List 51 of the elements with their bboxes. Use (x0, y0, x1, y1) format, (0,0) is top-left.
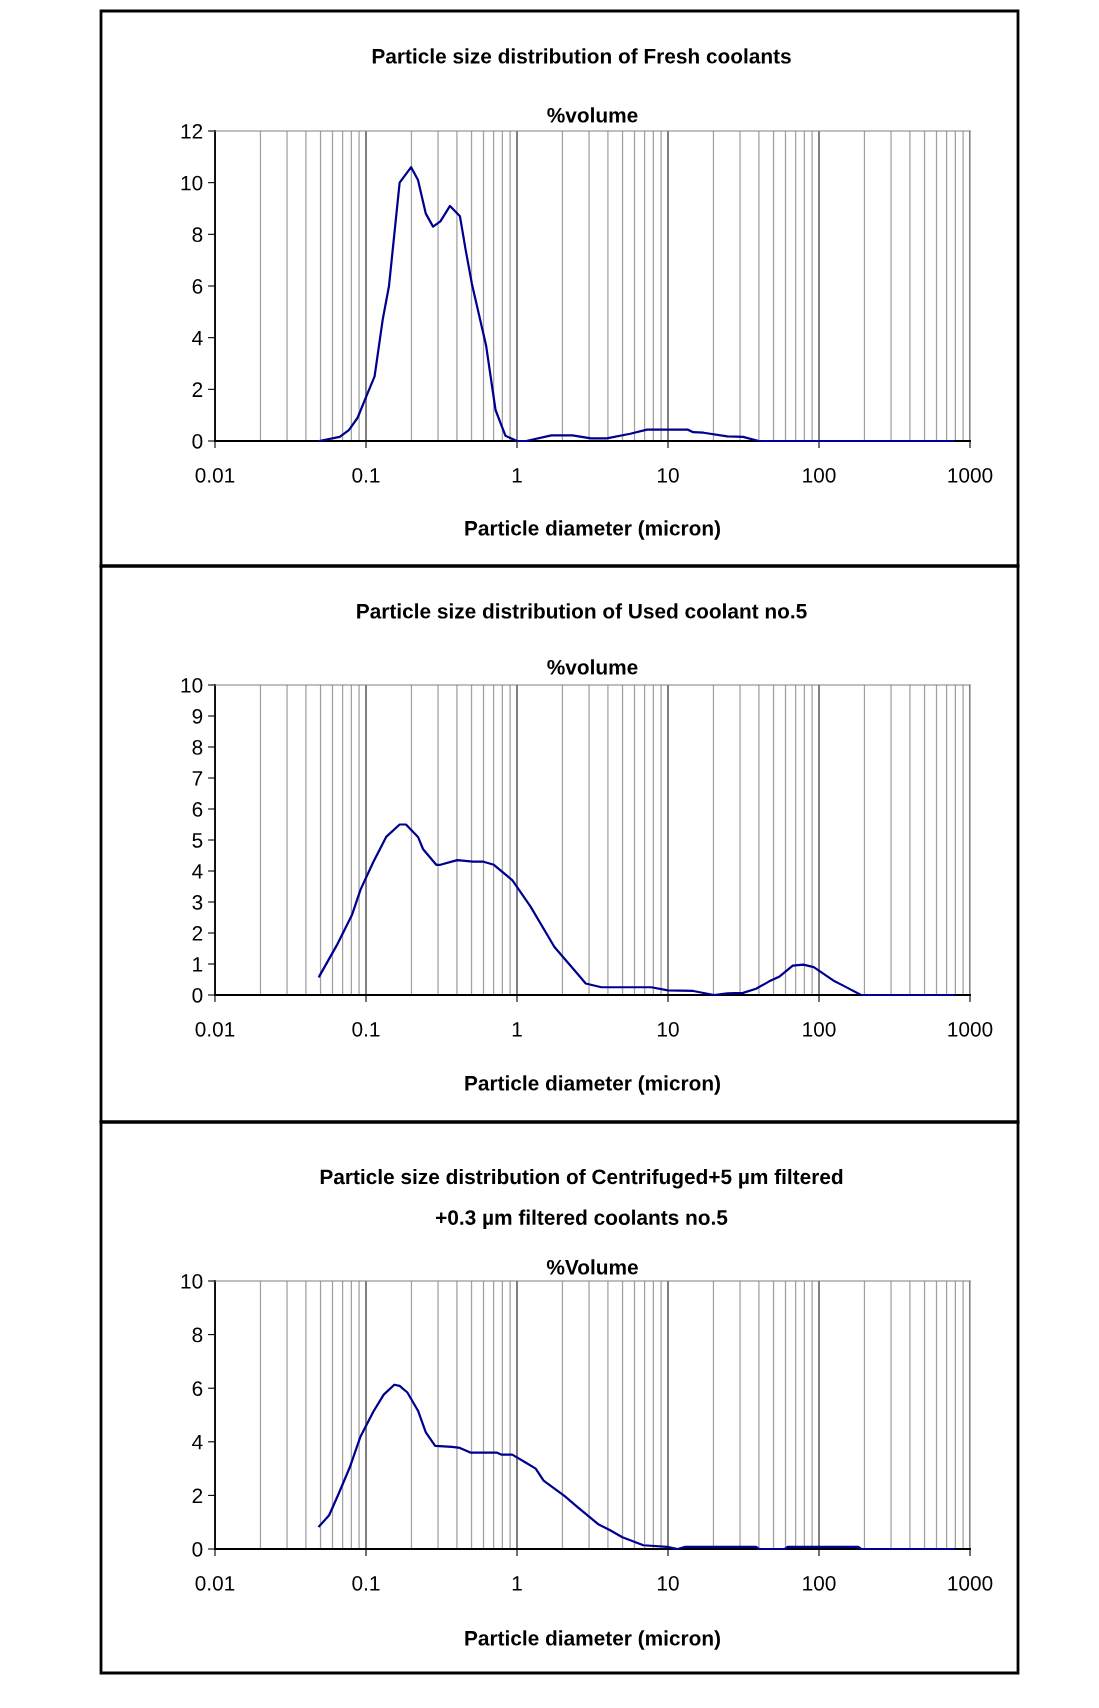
y-tick-label: 5 (192, 833, 203, 848)
y-tick-label: 1 (193, 957, 203, 972)
y-tick-label: 8 (192, 740, 203, 755)
x-axis-title: Particle diameter (micron) (465, 520, 720, 540)
x-tick-label: 0.1 (352, 1021, 380, 1037)
y-tick-label: 8 (192, 227, 203, 243)
y-tick-label: 8 (192, 1327, 203, 1343)
x-tick-label: 1 (512, 1576, 522, 1591)
y-tick-label: 10 (181, 678, 203, 693)
x-tick-label: 0.01 (195, 1575, 235, 1591)
chart-title: Particle size distribution of Used coolant no.5 (357, 603, 807, 619)
y-tick-label: 4 (192, 330, 203, 346)
x-tick-label: 10 (658, 1575, 679, 1591)
y-tick-label: 2 (192, 382, 203, 397)
x-tick-label: 1000 (948, 1021, 993, 1037)
x-axis-title: Particle diameter (micron) (465, 1630, 720, 1650)
x-tick-label: 100 (803, 1575, 836, 1591)
y-tick-label: 4 (192, 1435, 203, 1450)
y-tick-label: 10 (181, 1274, 203, 1289)
y-tick-label: 12 (181, 124, 203, 139)
chart-title: Particle size distribution of Fresh coolants (372, 48, 791, 64)
y-tick-label: 10 (181, 175, 203, 191)
x-tick-label: 100 (803, 467, 836, 483)
x-axis-title: Particle diameter (micron) (465, 1075, 720, 1095)
y-tick-label: 6 (192, 1381, 203, 1396)
x-tick-label: 1 (512, 1022, 522, 1037)
y-tick-label: 9 (192, 709, 203, 724)
y-tick-label: 0 (192, 434, 203, 449)
chart-title: Particle size distribution of Centrifuged+5 µm filtered +0.3 µm filtered coolants no.5 (320, 1168, 843, 1230)
y-tick-label: 7 (192, 771, 203, 786)
x-tick-label: 0.1 (352, 1575, 380, 1591)
x-tick-label: 0.01 (195, 467, 235, 483)
y-tick-label: 3 (192, 895, 203, 910)
y-tick-label: 0 (192, 988, 203, 1003)
x-tick-label: 0.1 (352, 467, 380, 483)
x-tick-label: 1000 (948, 1575, 993, 1591)
y-tick-label: 6 (192, 802, 203, 817)
x-tick-label: 1 (512, 468, 522, 483)
x-tick-label: 10 (658, 1021, 679, 1037)
x-tick-label: 100 (803, 1021, 836, 1037)
x-tick-label: 10 (658, 467, 679, 483)
x-tick-label: 1000 (948, 467, 993, 483)
y-axis-title: %Volume (546, 1259, 638, 1275)
y-axis-title: %volume (547, 659, 638, 675)
y-tick-label: 6 (192, 279, 203, 294)
y-tick-label: 4 (192, 864, 203, 879)
y-tick-label: 2 (192, 1488, 203, 1503)
y-tick-label: 2 (192, 926, 203, 941)
y-axis-title: %volume (547, 107, 638, 123)
x-tick-label: 0.01 (195, 1021, 235, 1037)
y-tick-label: 0 (192, 1542, 203, 1557)
